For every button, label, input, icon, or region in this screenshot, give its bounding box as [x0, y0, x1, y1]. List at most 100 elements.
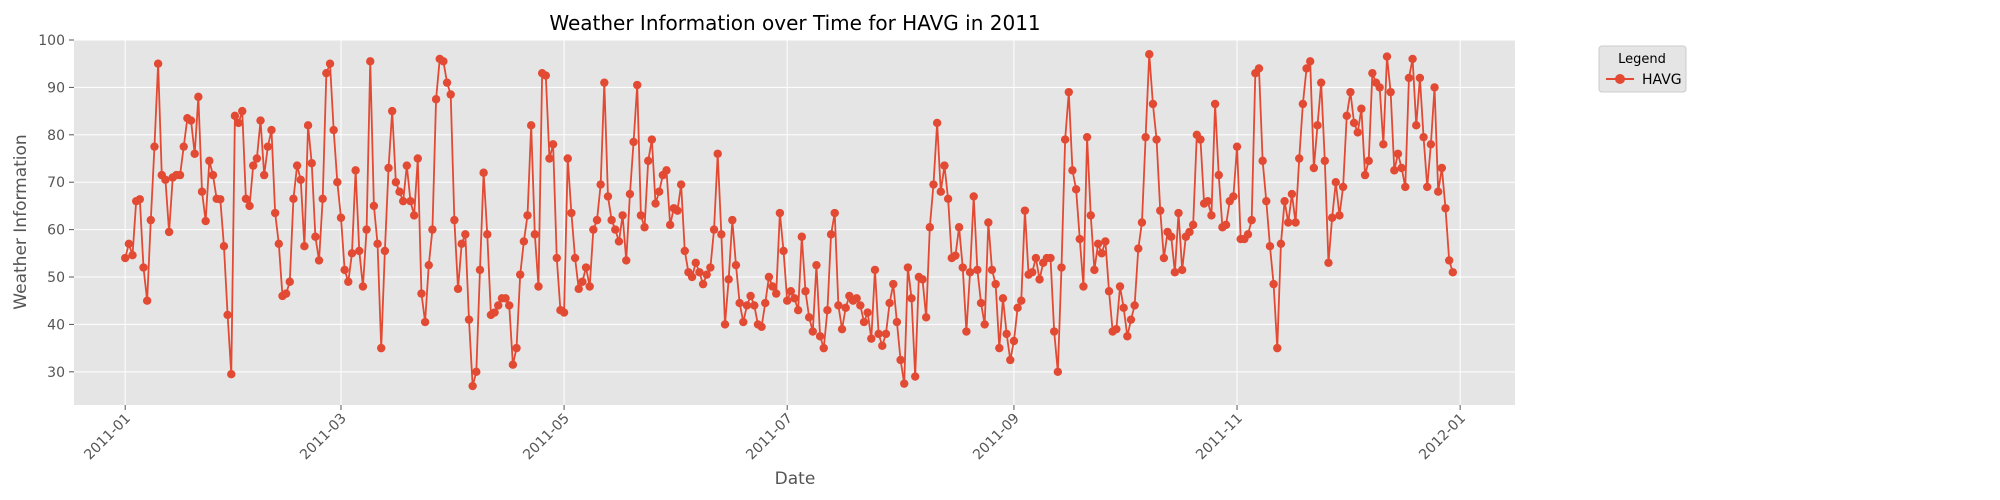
- data-point: [1017, 296, 1026, 305]
- data-point: [190, 149, 199, 158]
- data-point: [1324, 258, 1333, 267]
- x-tick-label: 2011-09: [970, 411, 1023, 464]
- y-tick-label: 100: [38, 33, 65, 49]
- data-point: [285, 277, 294, 286]
- data-point: [921, 313, 931, 322]
- data-point: [483, 230, 492, 239]
- data-point: [519, 237, 529, 246]
- data-point: [812, 260, 821, 270]
- data-point: [965, 268, 975, 277]
- data-point: [1112, 324, 1121, 334]
- data-point: [764, 272, 774, 282]
- data-point: [1316, 78, 1326, 87]
- data-point: [1353, 128, 1362, 137]
- data-point: [124, 239, 134, 249]
- data-point: [227, 369, 236, 379]
- data-point: [245, 201, 254, 211]
- data-point: [837, 324, 847, 334]
- data-point: [984, 218, 993, 227]
- data-point: [267, 125, 276, 135]
- data-point: [943, 194, 953, 203]
- data-point: [1097, 249, 1106, 258]
- data-point: [252, 154, 262, 163]
- data-point: [731, 260, 741, 270]
- data-point: [1368, 68, 1377, 78]
- data-point: [870, 265, 880, 275]
- data-point: [475, 265, 485, 275]
- y-tick-label: 60: [47, 223, 65, 239]
- data-point: [292, 161, 302, 170]
- data-point: [1349, 118, 1359, 128]
- data-point: [384, 163, 393, 173]
- data-point: [281, 289, 291, 298]
- y-axis-label: Weather Information: [11, 134, 31, 309]
- data-point: [863, 308, 872, 317]
- data-point: [1298, 99, 1308, 109]
- data-point: [1086, 211, 1095, 220]
- data-point: [592, 215, 602, 225]
- data-point: [1393, 149, 1403, 158]
- data-point: [995, 343, 1004, 353]
- data-point: [618, 211, 627, 220]
- data-point: [329, 125, 338, 135]
- data-point: [746, 291, 755, 301]
- data-point: [644, 156, 653, 166]
- data-point: [1196, 135, 1205, 144]
- data-point: [1254, 64, 1264, 73]
- data-point: [135, 195, 145, 204]
- data-point: [311, 232, 320, 241]
- data-point: [142, 296, 152, 305]
- data-point: [380, 246, 390, 256]
- data-point: [1049, 327, 1059, 336]
- data-point: [706, 263, 715, 272]
- data-point: [406, 196, 415, 206]
- data-point: [720, 320, 730, 329]
- data-point: [695, 268, 704, 277]
- data-point: [479, 168, 488, 177]
- data-point: [1327, 213, 1337, 222]
- data-point: [881, 329, 891, 339]
- x-tick-label: 2011-11: [1193, 411, 1246, 464]
- data-point: [687, 272, 697, 282]
- data-point: [230, 111, 240, 121]
- data-point: [954, 223, 964, 232]
- data-point: [900, 379, 909, 388]
- data-point: [629, 137, 638, 147]
- x-tick-label: 2012-01: [1416, 411, 1469, 464]
- data-point: [1269, 279, 1278, 289]
- data-point: [1364, 156, 1373, 166]
- data-point: [1423, 182, 1432, 192]
- data-point: [724, 275, 733, 284]
- data-point: [259, 170, 269, 180]
- chart-title: Weather Information over Time for HAVG i…: [549, 11, 1040, 35]
- data-point: [1101, 237, 1110, 246]
- data-point: [980, 320, 989, 329]
- data-point: [728, 215, 737, 225]
- data-point: [607, 215, 616, 225]
- data-point: [325, 59, 335, 68]
- data-point: [1437, 163, 1447, 173]
- data-point: [589, 225, 598, 234]
- data-point: [570, 253, 580, 263]
- data-point: [1302, 64, 1311, 73]
- data-point: [761, 298, 770, 308]
- data-point: [991, 279, 1000, 289]
- data-point: [1397, 163, 1406, 173]
- data-point: [713, 149, 722, 158]
- data-point: [270, 208, 280, 218]
- data-point: [307, 159, 316, 168]
- data-point: [932, 118, 942, 128]
- data-point: [973, 265, 982, 275]
- data-point: [834, 301, 843, 310]
- data-point: [1331, 178, 1340, 187]
- data-point: [757, 322, 766, 331]
- data-point: [300, 242, 309, 251]
- data-point: [1284, 218, 1293, 227]
- data-point: [1148, 99, 1158, 109]
- data-point: [1229, 192, 1238, 201]
- data-point: [347, 249, 357, 258]
- data-point: [355, 246, 364, 256]
- data-point: [1126, 315, 1136, 324]
- data-point: [1448, 268, 1458, 277]
